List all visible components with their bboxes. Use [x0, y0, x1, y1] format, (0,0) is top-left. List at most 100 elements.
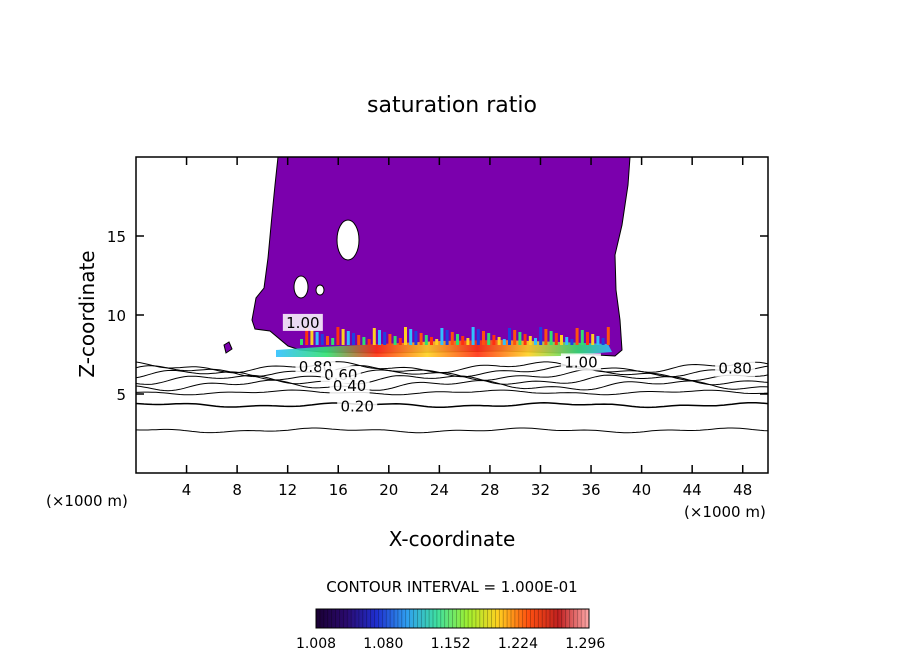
supersaturation-spike: [601, 338, 605, 345]
supersaturation-spike: [315, 332, 319, 345]
y-tick-label: 5: [116, 386, 126, 404]
contour-labels: 1.001.000.80 0.800.600.400.20: [282, 313, 756, 416]
supersaturation-spike: [580, 330, 584, 345]
contour-line: [136, 369, 768, 382]
supersaturation-spike: [591, 334, 595, 345]
supersaturation-spike: [570, 339, 574, 345]
supersaturation-spike: [549, 331, 553, 345]
supersaturation-spike: [310, 330, 314, 345]
contour-label: 1.00: [564, 353, 597, 371]
cloud-hole: [315, 284, 325, 296]
supersaturation-spike: [300, 339, 303, 345]
colorbar-stripes: [319, 609, 586, 628]
supersaturation-spike: [492, 335, 496, 345]
colorbar-gradient: [315, 608, 590, 629]
supersaturation-spike: [528, 336, 532, 345]
supersaturation-spike: [372, 328, 376, 345]
supersaturation-spike: [487, 333, 491, 345]
supersaturation-spike: [346, 331, 350, 345]
supersaturation-spike: [352, 333, 355, 345]
supersaturation-spike: [393, 336, 397, 345]
supersaturation-spike: [414, 331, 418, 345]
supersaturation-spikes: [300, 327, 610, 345]
supersaturation-spike: [320, 334, 324, 345]
contour-label: 1.00: [286, 314, 319, 332]
supersaturation-spike: [419, 333, 423, 345]
colorbar-labels: 1.008 1.080 1.152 1.224 1.296: [296, 636, 605, 652]
supersaturation-spike: [471, 327, 475, 345]
supersaturation-spike: [560, 335, 563, 345]
contour-line: [136, 361, 768, 374]
supersaturation-band: [276, 340, 612, 357]
supersaturation-spike: [606, 327, 610, 345]
supersaturation-spike: [424, 335, 428, 345]
contour-label-bg: [337, 397, 378, 415]
x-unit-left: (×1000 m): [46, 492, 128, 510]
supersaturation-spike: [497, 337, 501, 345]
supersaturation-spike: [575, 328, 579, 345]
colorbar-tick-label: 1.296: [565, 636, 605, 652]
supersaturation-spike: [440, 328, 444, 345]
contour-label-bg: [329, 377, 370, 395]
contour-label: 0.20: [340, 398, 373, 416]
x-tick-label: 8: [232, 481, 242, 499]
x-tick-label: 40: [632, 481, 651, 499]
contour-line: [136, 401, 768, 409]
supersaturation-spike: [586, 332, 589, 345]
contour-line: [136, 364, 768, 378]
supersaturation-spike: [544, 329, 548, 345]
x-tick-label: 24: [430, 481, 449, 499]
cloud-hole: [293, 275, 309, 299]
x-tick-label: 28: [480, 481, 499, 499]
colorbar-tick-label: 1.080: [363, 636, 403, 652]
x-tick-label: 20: [379, 481, 398, 499]
supersaturation-spike: [539, 327, 543, 345]
contour-line: [136, 374, 768, 386]
supersaturation-spike: [508, 328, 511, 345]
supersaturation-spike: [357, 335, 361, 345]
colorbar-tick-label: 1.008: [296, 636, 336, 652]
y-tick-label: 10: [107, 307, 126, 325]
supersaturation-spike: [336, 327, 340, 345]
x-unit-right: (×1000 m): [684, 503, 766, 521]
colorbar-tick-label: 1.152: [431, 636, 471, 652]
y-tick-label: 15: [107, 228, 126, 246]
contour-label-bg: [560, 353, 601, 371]
supersaturation-spike: [362, 337, 366, 345]
cloud-fragment: [223, 341, 233, 354]
supersaturation-spike: [430, 337, 433, 345]
contour-interval-text: CONTOUR INTERVAL = 1.000E-01: [326, 578, 577, 596]
supersaturation-spike: [378, 330, 381, 345]
x-tick-label: 36: [581, 481, 600, 499]
contour-line: [136, 427, 768, 434]
supersaturation-spike: [554, 333, 558, 345]
supersaturation-spike: [534, 338, 537, 345]
cloud-hole: [336, 219, 360, 261]
x-tick-label: 44: [683, 481, 702, 499]
contour-label-bg: [282, 313, 323, 331]
x-tick-label: 16: [329, 481, 348, 499]
supersaturation-spike: [341, 329, 345, 345]
supersaturation-spike: [326, 336, 329, 345]
supersaturation-spike: [404, 327, 407, 345]
supersaturation-spike: [388, 334, 392, 345]
contour-lines: [136, 361, 768, 434]
x-axis-label: X-coordinate: [389, 527, 516, 551]
x-tick-label: 4: [182, 481, 192, 499]
supersaturation-spike: [409, 329, 413, 345]
supersaturation-spike: [565, 337, 569, 345]
supersaturation-spike: [596, 336, 600, 345]
supersaturation-spike: [476, 329, 480, 345]
plot-area: [136, 157, 768, 434]
supersaturation-spike: [461, 336, 465, 345]
supersaturation-spike: [450, 332, 454, 345]
supersaturation-spike: [383, 332, 387, 345]
contour-label-bg: [715, 359, 756, 377]
x-tick-label: 12: [278, 481, 297, 499]
y-axis-label: Z-coordinate: [75, 250, 99, 377]
supersaturation-spike: [367, 339, 371, 345]
supersaturation-spike: [398, 338, 402, 345]
x-tick-label: 32: [531, 481, 550, 499]
